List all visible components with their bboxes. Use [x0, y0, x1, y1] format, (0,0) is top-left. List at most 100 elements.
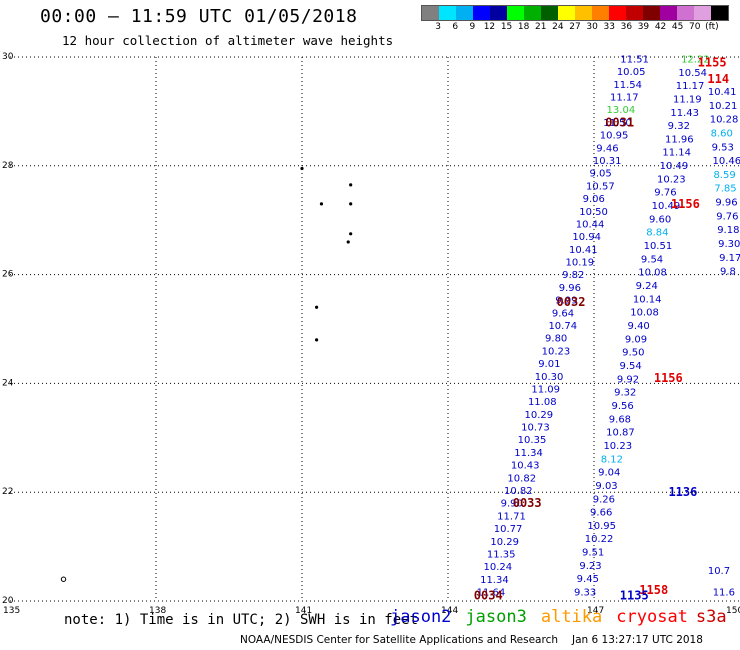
pass-time-label: 1156 — [671, 197, 700, 211]
swh-value-label: 10.30 — [535, 372, 564, 383]
swh-value-label: 11.54 — [613, 80, 642, 91]
generated-timestamp: Jan 6 13:27:17 UTC 2018 — [572, 634, 703, 646]
swh-value-label: 9.56 — [611, 401, 633, 412]
swh-value-label: 11.51 — [620, 54, 649, 65]
swh-value-label: 10.41 — [569, 245, 598, 256]
swh-value-label: 11.6 — [713, 588, 735, 599]
swh-value-label: 10.24 — [484, 562, 513, 573]
swh-value-label: 11.17 — [610, 93, 639, 104]
swh-value-label: 10.49 — [660, 161, 689, 172]
legend-swatch — [422, 6, 439, 20]
swh-value-label: 9.54 — [620, 361, 642, 372]
legend-tick-label: 6 — [452, 22, 459, 32]
swh-value-label: 10.82 — [504, 486, 533, 497]
swh-value-label: 9.90 — [501, 499, 523, 510]
swh-value-label: 12.22 — [681, 54, 710, 65]
swh-value-label: 10.08 — [630, 308, 659, 319]
swh-value-label: 8.84 — [646, 228, 668, 239]
swh-value-label: 9.30 — [718, 239, 740, 250]
legend-tick-label: 27 — [569, 22, 581, 32]
pass-time-label: 1156 — [654, 371, 683, 385]
legend-tick-label: 45 — [671, 22, 684, 32]
swh-value-label: 9.96 — [715, 198, 737, 209]
legend-tick-label: 42 — [654, 22, 667, 32]
swh-value-label: 10.22 — [585, 534, 614, 545]
swh-value-label: 10.35 — [518, 435, 547, 446]
legend-tick-label: 24 — [552, 22, 564, 32]
latitude-tick-label: 20 — [2, 596, 14, 606]
swh-value-label: 10.43 — [511, 461, 540, 472]
footer-credit: NOAA/NESDIS Center for Satellite Applica… — [240, 634, 703, 646]
legend-tick-labels: 3 6 9 12 15 18 21 24 27 30 33 36 39 42 45 70 (ft) — [421, 21, 729, 33]
legend-tick-label: 18 — [517, 22, 530, 32]
footer-note: note: 1) Time is in UTC; 2) SWH is in fe… — [64, 612, 419, 628]
swh-value-label: 10.50 — [579, 207, 608, 218]
swh-value-label: 8.60 — [711, 129, 733, 140]
swh-value-label: 10.21 — [709, 101, 738, 112]
swh-value-label: 10.95 — [587, 521, 616, 532]
swh-value-label: 13.04 — [607, 105, 636, 116]
swh-value-label: 9.80 — [545, 334, 567, 345]
swh-value-label: 10.23 — [542, 346, 571, 357]
legend-swatch — [524, 6, 541, 20]
swh-value-label: 10.57 — [586, 181, 615, 192]
swh-value-label: 10.74 — [548, 321, 577, 332]
longitude-tick-label: 150 — [726, 606, 740, 616]
credit-text: NOAA/NESDIS Center for Satellite Applica… — [240, 634, 558, 646]
swh-value-label: 9.32 — [614, 388, 636, 399]
legend-tick-label: 70 — [689, 22, 701, 32]
swh-value-label: 10.73 — [521, 423, 550, 434]
swh-value-label: 9.01 — [538, 359, 560, 370]
swh-value-label: 9.64 — [552, 308, 574, 319]
island-speck — [349, 183, 353, 187]
pass-time-label: 1155 — [698, 55, 727, 69]
legend-tick-label: (ft) — [705, 22, 719, 32]
island-outline — [60, 576, 67, 582]
swh-value-label: 9.23 — [579, 561, 601, 572]
swh-value-label: 9.09 — [625, 334, 647, 345]
legend-swatch — [558, 6, 575, 20]
swh-value-label: 9.05 — [589, 169, 611, 180]
swh-value-label: 10.82 — [507, 473, 536, 484]
swh-value-label: 9.17 — [719, 253, 740, 264]
longitude-tick-label: 135 — [3, 606, 20, 616]
island-speck — [346, 240, 350, 244]
legend-swatch — [473, 6, 490, 20]
swh-value-label: 9.53 — [712, 142, 734, 153]
swh-value-label: 9.66 — [590, 508, 612, 519]
legend-swatch — [490, 6, 507, 20]
legend-swatch — [694, 6, 711, 20]
swh-value-label: 9.50 — [622, 348, 644, 359]
swh-value-label: 9.96 — [559, 283, 581, 294]
legend-swatch — [643, 6, 660, 20]
swh-value-label: 11.34 — [514, 448, 543, 459]
swh-value-label: 10.54 — [678, 68, 707, 79]
pass-time-label: 0032 — [557, 295, 586, 309]
satellite-label-jason3: jason3 — [465, 607, 527, 627]
swh-value-label: 10.7 — [708, 566, 730, 577]
legend-swatch — [711, 6, 728, 20]
pass-time-label: 1136 — [668, 485, 697, 499]
swh-value-label: 11.19 — [673, 94, 702, 105]
map-title: 00:00 – 11:59 UTC 01/05/2018 — [40, 6, 358, 27]
swh-value-label: 9.82 — [562, 270, 584, 281]
legend-swatch — [609, 6, 626, 20]
legend-swatch — [439, 6, 456, 20]
island-speck — [349, 232, 353, 236]
swh-value-label: 11.09 — [531, 384, 560, 395]
swh-value-label: 9.24 — [636, 281, 658, 292]
pass-time-label: 114 — [707, 72, 729, 86]
swh-value-label: 10.87 — [606, 428, 635, 439]
swh-value-label: 9.40 — [628, 321, 650, 332]
legend-tick-label: 3 — [435, 22, 441, 32]
swh-value-label: 10.77 — [494, 524, 523, 535]
swh-value-label: 9.03 — [595, 481, 617, 492]
legend-tick-label: 39 — [637, 22, 650, 32]
satellite-label-cryosat: cryosat — [616, 607, 688, 627]
island-speck — [300, 166, 304, 171]
legend-tick-label: 12 — [483, 22, 496, 32]
legend-swatch — [541, 6, 558, 20]
latitude-tick-label: 22 — [2, 487, 13, 497]
swh-value-label: 10.23 — [657, 174, 686, 185]
